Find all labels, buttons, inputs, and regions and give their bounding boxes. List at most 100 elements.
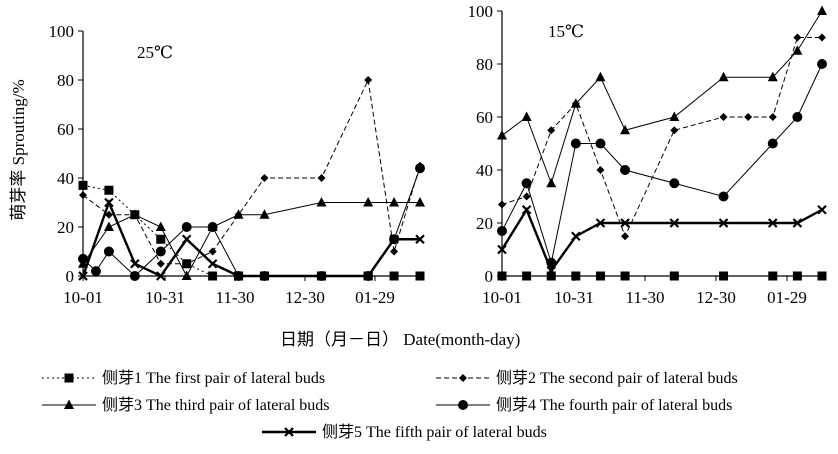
chart-panel-15c: 0 20 40 60 80 100 10-01 10-31 11-30 12-30 01-29 15℃ [468,2,827,307]
data-point [570,98,581,108]
y-tick-label: 0 [66,267,75,286]
data-point [792,271,802,281]
x-tick-label: 11-30 [625,288,664,307]
data-point [497,271,507,281]
data-point [233,271,244,281]
legend-item-2: 侧芽2 The second pair of lateral buds [436,369,738,387]
series-line [82,202,420,278]
data-point [316,271,327,281]
x-tick-label: 01-29 [355,288,395,307]
legend-label: 侧芽2 The second pair of lateral buds [496,369,738,387]
y-tick-label: 100 [468,2,494,21]
data-point [718,218,729,228]
series-2 [79,76,424,268]
y-tick-label: 60 [57,120,74,139]
data-point [316,197,327,207]
data-point [621,232,630,241]
data-point [259,209,270,219]
data-point [670,126,679,135]
legend-marker [458,400,468,410]
data-point [768,113,777,121]
x-tick-label: 10-31 [145,288,185,307]
data-point [363,197,374,207]
data-point [415,163,425,174]
data-point [522,192,531,201]
data-point [521,204,532,215]
series-line [81,199,420,278]
data-point [497,130,507,140]
data-point [817,204,827,215]
data-point [363,271,373,281]
data-point [596,166,605,174]
y-tick-label: 20 [476,214,493,233]
data-point [155,271,166,281]
series-2 [498,33,826,241]
series-4 [78,163,425,281]
x-tick-label: 12-30 [285,288,325,307]
data-point [415,271,425,281]
y-tick-label: 80 [476,55,493,74]
data-point [595,71,606,82]
data-point [181,270,192,280]
data-point [792,45,803,55]
data-point [260,174,269,182]
legend-marker [64,399,74,409]
data-point [669,111,680,121]
data-point [103,221,114,231]
x-tick-label: 10-01 [482,288,522,307]
data-point [817,5,827,15]
data-point [208,271,218,281]
data-point [718,191,729,202]
y-tick-label: 60 [476,108,493,127]
y-tick-label: 20 [57,218,74,237]
data-point [669,218,680,228]
data-point [78,180,88,190]
data-point [719,113,728,121]
data-point [718,71,729,82]
data-point [719,271,729,281]
y-tick-label: 40 [57,169,74,188]
data-point [571,271,581,281]
data-point [498,200,506,209]
data-point [181,222,192,232]
y-tick-label: 80 [57,71,74,90]
data-point [78,253,88,264]
data-point [669,178,680,189]
data-point [259,271,270,281]
chart-panel-25c: 0 20 40 60 80 100 10-01 10-31 11-30 12-30 01-29 25℃ [49,22,425,307]
legend: 侧芽1 The first pair of lateral buds 侧芽2 Th… [42,369,738,441]
y-axis-label: 萌芽率 Sprouting/% [9,79,28,220]
y-tick-label: 100 [49,22,75,41]
data-point [497,244,507,255]
data-point [521,111,532,121]
data-point [546,177,557,188]
data-point [793,33,802,42]
legend-label: 侧芽5 The fifth pair of lateral buds [322,423,547,441]
data-point [497,225,507,236]
data-point [767,71,778,82]
data-point [364,76,373,84]
legend-item-3: 侧芽3 The third pair of lateral buds [42,396,330,414]
data-point [522,271,532,281]
data-point [570,138,581,149]
data-point [571,231,581,242]
y-tick-label: 0 [485,267,494,286]
x-tick-label: 10-31 [554,288,594,307]
data-point [620,271,630,281]
data-point [595,271,605,281]
data-point [129,271,140,281]
x-tick-label: 11-30 [215,288,254,307]
data-point [744,113,753,121]
data-point [104,197,114,208]
series-line [501,63,823,263]
legend-item-4: 侧芽4 The fourth pair of lateral buds [436,396,732,414]
legend-label: 侧芽4 The fourth pair of lateral buds [496,396,732,414]
data-point [817,59,827,69]
data-point [78,271,88,281]
data-point [415,197,425,207]
data-point [767,218,778,228]
data-point [208,247,217,256]
legend-item-1: 侧芽1 The first pair of lateral buds [42,369,325,387]
